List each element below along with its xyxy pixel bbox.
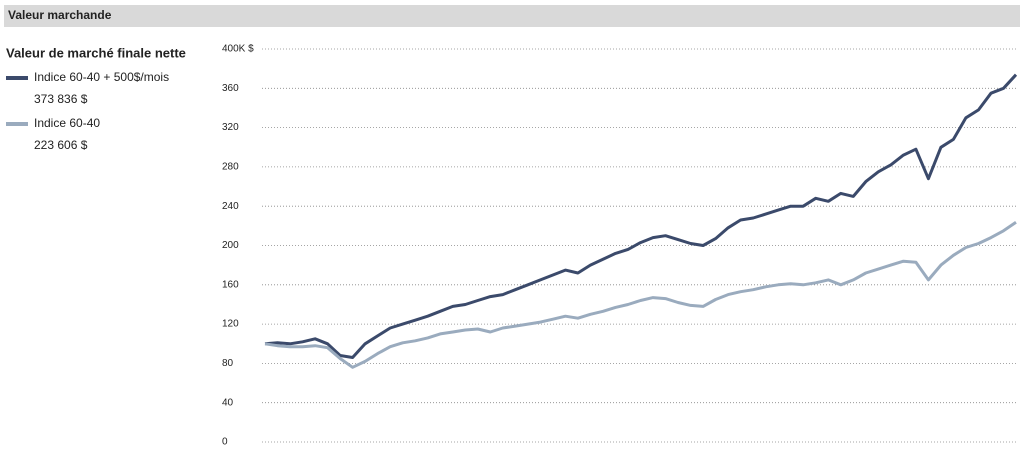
legend-final-value: 223 606 $ bbox=[34, 138, 88, 152]
y-tick-label: 400K $ bbox=[222, 44, 254, 55]
y-tick-label: 280 bbox=[222, 162, 239, 173]
y-tick-label: 80 bbox=[222, 358, 234, 369]
header-title: Valeur marchande bbox=[8, 8, 112, 22]
header-bar bbox=[4, 5, 1020, 27]
series-line bbox=[264, 73, 1018, 359]
plot: 0 40 80 120 160 200 240 280 320 360 400K $ bbox=[222, 44, 1018, 448]
y-tick-label: 320 bbox=[222, 122, 239, 133]
y-tick-label: 200 bbox=[222, 240, 239, 251]
y-tick-label: 360 bbox=[222, 83, 239, 94]
legend-final-value: 373 836 $ bbox=[34, 92, 88, 106]
y-tick-label: 120 bbox=[222, 319, 239, 330]
y-tick-label: 40 bbox=[222, 397, 234, 408]
legend-label: Indice 60-40 + 500$/mois bbox=[34, 70, 169, 84]
y-tick-label: 0 bbox=[222, 437, 228, 448]
legend-title: Valeur de marché finale nette bbox=[6, 45, 186, 60]
legend-label: Indice 60-40 bbox=[34, 116, 100, 130]
y-tick-label: 160 bbox=[222, 279, 239, 290]
legend: Indice 60-40 + 500$/mois 373 836 $ Indice … bbox=[6, 70, 169, 152]
y-tick-label: 240 bbox=[222, 201, 239, 212]
series-line bbox=[264, 221, 1017, 369]
